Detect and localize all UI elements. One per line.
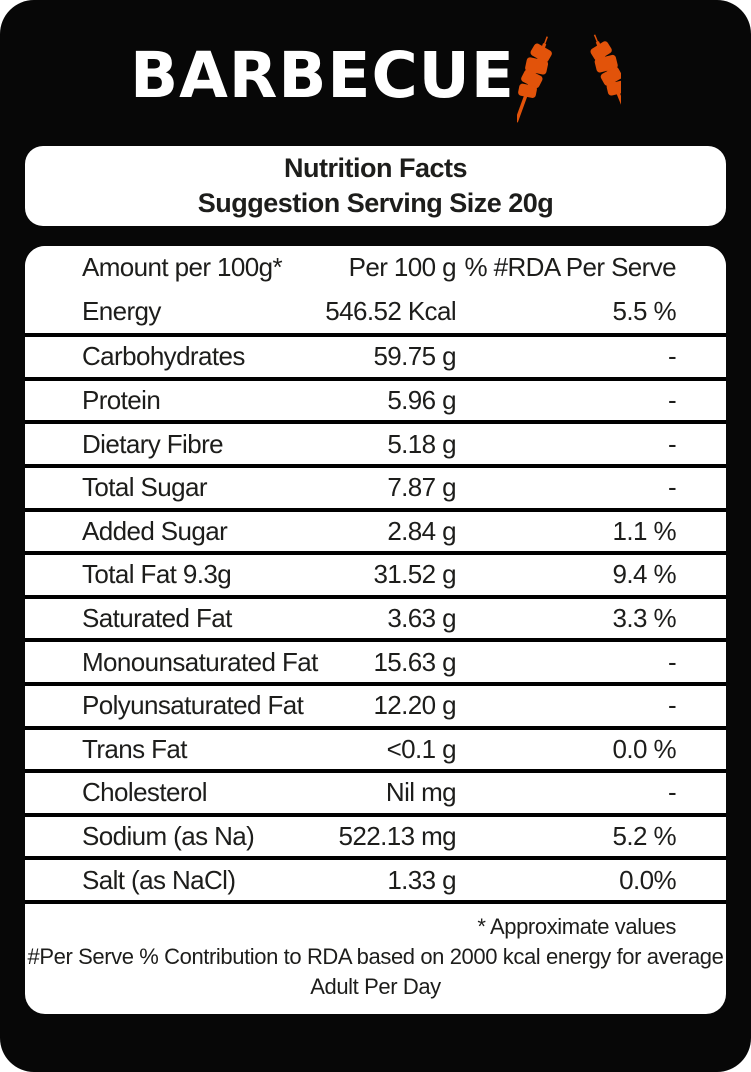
table-row: Sodium (as Na) 522.13 mg 5.2 % [25, 812, 726, 857]
row-rda: 3.3 % [612, 603, 677, 634]
column-header-per-100g: Per 100 g [348, 252, 457, 283]
row-rda: - [667, 646, 677, 677]
table-row: Added Sugar 2.84 g 1.1 % [25, 507, 726, 552]
table-row: Energy 546.52 Kcal 5.5 % [25, 289, 726, 334]
row-label: Sodium (as Na) [82, 821, 255, 852]
row-rda: - [667, 341, 677, 372]
nutrition-facts-title: Nutrition Facts [283, 153, 468, 183]
row-amount: 2.84 g [387, 515, 456, 546]
barbecue-skewers-icon [516, 34, 621, 123]
row-label: Total Fat 9.3g [82, 559, 232, 590]
table-row: Saturated Fat 3.63 g 3.3 % [25, 594, 726, 639]
row-rda: 1.1 % [612, 515, 677, 546]
table-header-row: Amount per 100g* Per 100 g % #RDA Per Se… [25, 246, 726, 290]
row-rda: - [667, 777, 677, 808]
brand-title: BARBECUE [130, 38, 515, 112]
row-rda: 0.0% [619, 864, 676, 895]
row-amount: 3.63 g [387, 603, 456, 634]
spacer [0, 226, 751, 246]
table-row: Protein 5.96 g - [25, 376, 726, 421]
row-label: Energy [82, 295, 161, 326]
row-label: Polyunsaturated Fat [82, 690, 304, 721]
table-row: Carbohydrates 59.75 g - [25, 333, 726, 377]
table-row: Dietary Fibre 5.18 g - [25, 420, 726, 464]
row-amount: 31.52 g [373, 559, 456, 590]
row-rda: 9.4 % [612, 559, 677, 590]
row-amount: 7.87 g [387, 472, 456, 503]
row-label: Total Sugar [82, 472, 208, 503]
row-rda: - [667, 472, 677, 503]
serving-size-text: Suggestion Serving Size 20g [197, 188, 554, 218]
row-rda: 5.2 % [612, 821, 677, 852]
table-row: Polyunsaturated Fat 12.20 g - [25, 681, 726, 726]
table-row: Total Fat 9.3g 31.52 g 9.4 % [25, 551, 726, 595]
nutrition-facts-header: Nutrition Facts Suggestion Serving Size … [25, 146, 726, 226]
row-amount: 59.75 g [373, 341, 456, 372]
footnote-rda-note: #Per Serve % Contribution to RDA based o… [27, 943, 724, 999]
row-amount: 15.63 g [373, 646, 456, 677]
row-amount: 5.18 g [387, 428, 456, 459]
row-amount: <0.1 g [386, 733, 457, 764]
row-amount: 12.20 g [373, 690, 456, 721]
row-label: Carbohydrates [82, 341, 245, 372]
row-label: Protein [82, 385, 161, 416]
nutrition-table-body: Energy 546.52 Kcal 5.5 % Carbohydrates 5… [25, 289, 726, 900]
row-rda: - [667, 690, 677, 721]
table-row: Salt (as NaCl) 1.33 g 0.0% [25, 856, 726, 900]
row-amount: 546.52 Kcal [325, 295, 456, 326]
row-label: Salt (as NaCl) [82, 864, 236, 895]
column-header-rda-per-serve: % #RDA Per Serve [464, 252, 677, 283]
nutrition-table: Amount per 100g* Per 100 g % #RDA Per Se… [25, 246, 726, 1014]
row-amount: 1.33 g [387, 864, 456, 895]
row-amount: 522.13 mg [338, 821, 457, 852]
row-label: Saturated Fat [82, 603, 232, 634]
row-rda: 5.5 % [612, 295, 677, 326]
row-rda: 0.0 % [612, 733, 677, 764]
row-label: Cholesterol [82, 777, 208, 808]
row-label: Added Sugar [82, 515, 228, 546]
row-amount: 5.96 g [387, 385, 456, 416]
table-row: Monounsaturated Fat 15.63 g - [25, 638, 726, 682]
footnote-approximate-values: * Approximate values [477, 913, 676, 939]
row-amount: Nil mg [385, 777, 457, 808]
row-rda: - [667, 428, 677, 459]
brand-header: BARBECUE [0, 0, 751, 146]
table-row: Trans Fat <0.1 g 0.0 % [25, 725, 726, 770]
row-label: Monounsaturated Fat [82, 646, 318, 677]
row-label: Dietary Fibre [82, 428, 224, 459]
row-label: Trans Fat [82, 733, 187, 764]
row-rda: - [667, 385, 677, 416]
table-row: Cholesterol Nil mg - [25, 769, 726, 813]
table-footer: * Approximate values #Per Serve % Contri… [25, 899, 726, 1014]
column-header-amount-per-100g: Amount per 100g* [82, 252, 283, 283]
table-row: Total Sugar 7.87 g - [25, 463, 726, 508]
